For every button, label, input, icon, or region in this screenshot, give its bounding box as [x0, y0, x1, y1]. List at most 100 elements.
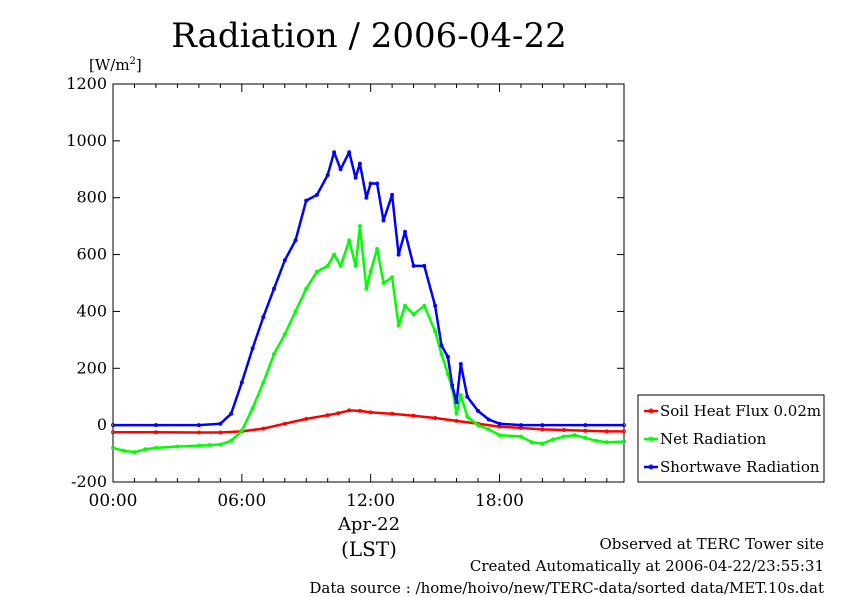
footer-observed: Observed at TERC Tower site: [599, 535, 824, 553]
plot-frame: [112, 83, 625, 483]
series-point-2: [347, 150, 352, 155]
series-point-1: [250, 406, 255, 411]
series-point-1: [572, 433, 577, 438]
series-point-2: [357, 161, 362, 166]
series-point-2: [422, 263, 427, 268]
series-point-2: [381, 218, 386, 223]
series-point-1: [357, 224, 362, 229]
series-point-2: [111, 423, 116, 428]
series-point-1: [402, 303, 407, 308]
series-point-2: [364, 195, 369, 200]
x-tick-label: 18:00: [475, 491, 524, 511]
series-point-1: [396, 323, 401, 328]
series-point-2: [250, 346, 255, 351]
legend-label-1: Net Radiation: [660, 430, 767, 448]
series-point-2: [368, 181, 373, 186]
series-point-0: [604, 429, 609, 434]
series-point-1: [239, 428, 244, 433]
series-point-0: [454, 418, 459, 423]
series-point-1: [561, 434, 566, 439]
y-axis-unit-close: ]: [136, 56, 142, 74]
series-point-1: [175, 444, 180, 449]
y-tick-label: 400: [76, 301, 107, 320]
y-axis-unit-base: [W/m: [89, 56, 130, 74]
series-point-1: [390, 275, 395, 280]
series-point-1: [325, 263, 330, 268]
series-point-0: [336, 411, 341, 416]
x-tick-label: 12:00: [346, 491, 395, 511]
legend-marker-2: [648, 464, 654, 470]
series-point-2: [304, 198, 309, 203]
series-point-2: [518, 423, 523, 428]
footer-created: Created Automatically at 2006-04-22/23:5…: [469, 557, 824, 575]
series-point-1: [196, 443, 201, 448]
series-point-2: [497, 421, 502, 426]
y-tick-label: 800: [76, 188, 107, 207]
y-tick-label: 200: [76, 358, 107, 377]
series-point-1: [332, 252, 337, 257]
series-point-1: [261, 380, 266, 385]
series-point-2: [402, 229, 407, 234]
series-point-0: [540, 427, 545, 432]
y-axis: 1200 1000 800 600 400 200 0 -200: [66, 74, 624, 491]
series-point-0: [561, 427, 566, 432]
series-point-2: [411, 263, 416, 268]
series-point-2: [433, 303, 438, 308]
y-tick-label: 1000: [66, 131, 107, 150]
series-point-1: [433, 329, 438, 334]
series-point-0: [111, 430, 116, 435]
series-point-2: [486, 417, 491, 422]
series-point-0: [368, 410, 373, 415]
series-point-2: [196, 423, 201, 428]
series-point-2: [338, 167, 343, 172]
series-point-2: [282, 258, 287, 263]
series-layer: [111, 150, 627, 455]
series-point-2: [153, 423, 158, 428]
series-point-2: [390, 192, 395, 197]
series-point-2: [332, 150, 337, 155]
series-point-0: [325, 413, 330, 418]
series-point-0: [411, 413, 416, 418]
series-point-2: [458, 361, 463, 366]
y-tick-label: 1200: [66, 74, 107, 93]
series-point-1: [381, 280, 386, 285]
series-point-1: [594, 438, 599, 443]
series-line-0: [113, 409, 624, 434]
series-point-0: [433, 415, 438, 420]
x-axis: 00:00 06:00 12:00 18:00: [89, 84, 608, 511]
series-point-2: [465, 394, 470, 399]
series-point-2: [450, 383, 455, 388]
series-point-1: [314, 269, 319, 274]
series-point-1: [622, 439, 627, 444]
series-point-1: [465, 414, 470, 419]
series-point-1: [458, 393, 463, 398]
series-point-2: [239, 380, 244, 385]
series-point-1: [132, 450, 137, 455]
series-point-2: [314, 192, 319, 197]
series-point-2: [353, 175, 358, 180]
series-line-1: [112, 224, 625, 454]
legend-label-2: Shortwave Radiation: [660, 458, 820, 476]
series-point-0: [218, 430, 223, 435]
series-point-1: [304, 286, 309, 291]
series-point-1: [411, 312, 416, 317]
series-point-1: [364, 286, 369, 291]
series-point-2: [454, 400, 459, 405]
series-point-1: [529, 440, 534, 445]
series-point-1: [551, 437, 556, 442]
legend-marker-0: [648, 408, 654, 414]
series-point-1: [229, 438, 234, 443]
series-point-1: [368, 269, 373, 274]
series-point-0: [622, 429, 627, 434]
footer-source: Data source : /home/hoivo/new/TERC-data/…: [309, 579, 824, 597]
y-tick-label: 0: [97, 415, 107, 434]
y-axis-unit-label: [W/m2]: [89, 56, 142, 74]
y-axis-unit-superscript: 2: [130, 56, 136, 67]
series-line-2: [113, 150, 624, 427]
series-point-2: [540, 423, 545, 428]
series-point-2: [439, 343, 444, 348]
x-tick-label: 06:00: [217, 491, 266, 511]
series-point-2: [445, 354, 450, 359]
series-point-1: [111, 445, 116, 450]
